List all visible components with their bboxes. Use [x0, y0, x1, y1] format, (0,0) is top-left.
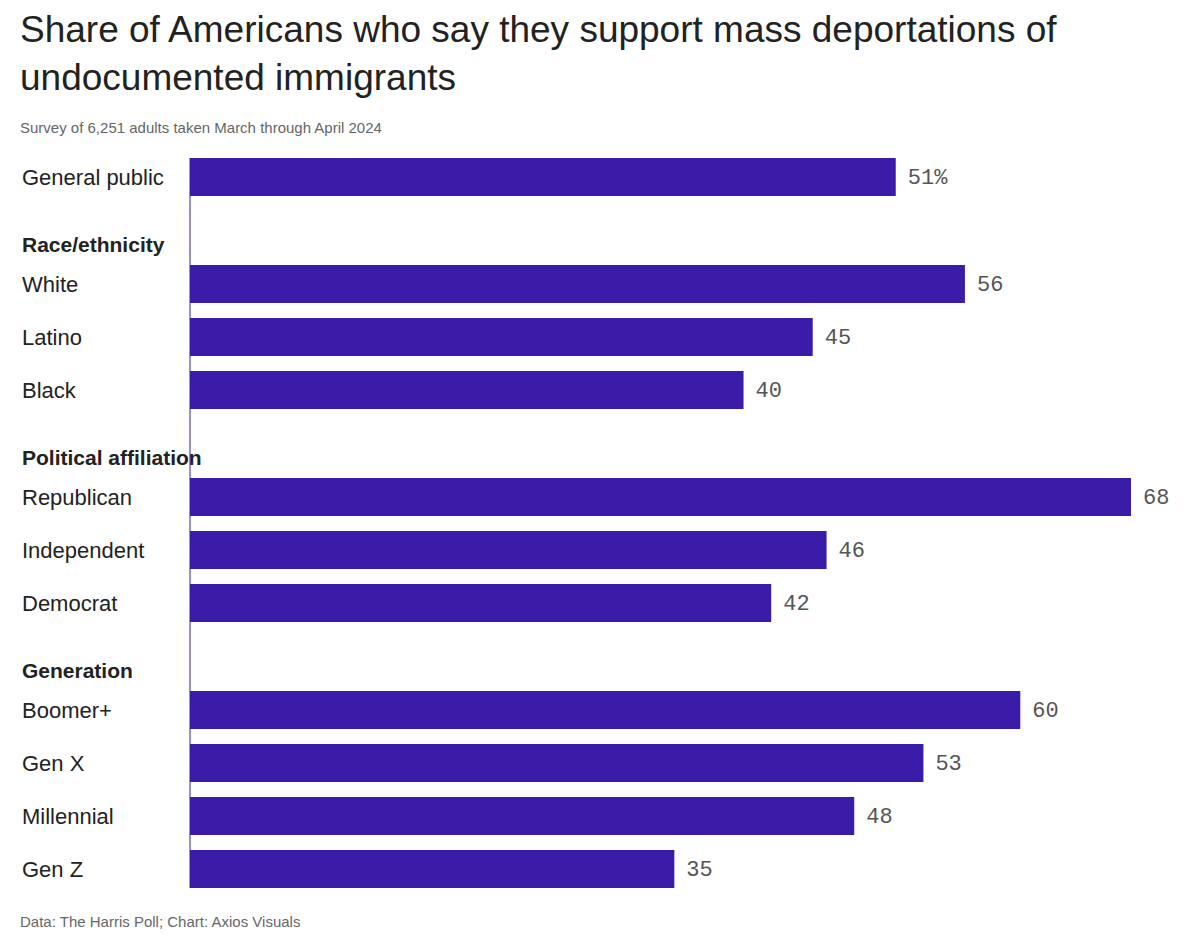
category-label: Black [22, 378, 77, 403]
bar [190, 584, 771, 622]
category-label: Millennial [22, 804, 114, 829]
axis-line [190, 158, 191, 888]
title: Share of Americans who say they support … [20, 6, 1190, 102]
bar [190, 371, 744, 409]
data-label: 35 [686, 858, 712, 883]
chart: General public 51% Race/ethnicity White 56 La… [0, 0, 1200, 941]
category-label: Democrat [22, 591, 117, 616]
data-label: 53 [935, 752, 961, 777]
labels: General public 51% Race/ethnicity White 56 La… [22, 165, 1169, 883]
data-label: 42 [783, 592, 809, 617]
category-label: Republican [22, 485, 132, 510]
bar [190, 744, 923, 782]
bar [190, 531, 827, 569]
group-label: Political affiliation [22, 446, 202, 469]
category-label: General public [22, 165, 164, 190]
data-label: 45 [825, 326, 851, 351]
bar [190, 318, 813, 356]
data-label: 56 [977, 273, 1003, 298]
data-label: 40 [756, 379, 782, 404]
category-label: Gen X [22, 751, 85, 776]
category-label: Latino [22, 325, 82, 350]
category-label: Boomer+ [22, 698, 112, 723]
subtitle: Survey of 6,251 adults taken March throu… [20, 119, 382, 136]
data-label: 60 [1032, 699, 1058, 724]
data-label: 46 [839, 539, 865, 564]
bars [190, 158, 1131, 888]
category-label: Gen Z [22, 857, 83, 882]
data-label: 51% [908, 166, 948, 191]
bar [190, 691, 1020, 729]
category-label: Independent [22, 538, 144, 563]
bar [190, 158, 896, 196]
bar [190, 478, 1131, 516]
bar [190, 850, 674, 888]
data-label: 48 [866, 805, 892, 830]
group-label: Race/ethnicity [22, 233, 165, 256]
bar [190, 797, 854, 835]
data-label: 68 [1143, 486, 1169, 511]
category-label: White [22, 272, 78, 297]
group-label: Generation [22, 659, 133, 682]
source: Data: The Harris Poll; Chart: Axios Visu… [20, 913, 300, 930]
bar [190, 265, 965, 303]
